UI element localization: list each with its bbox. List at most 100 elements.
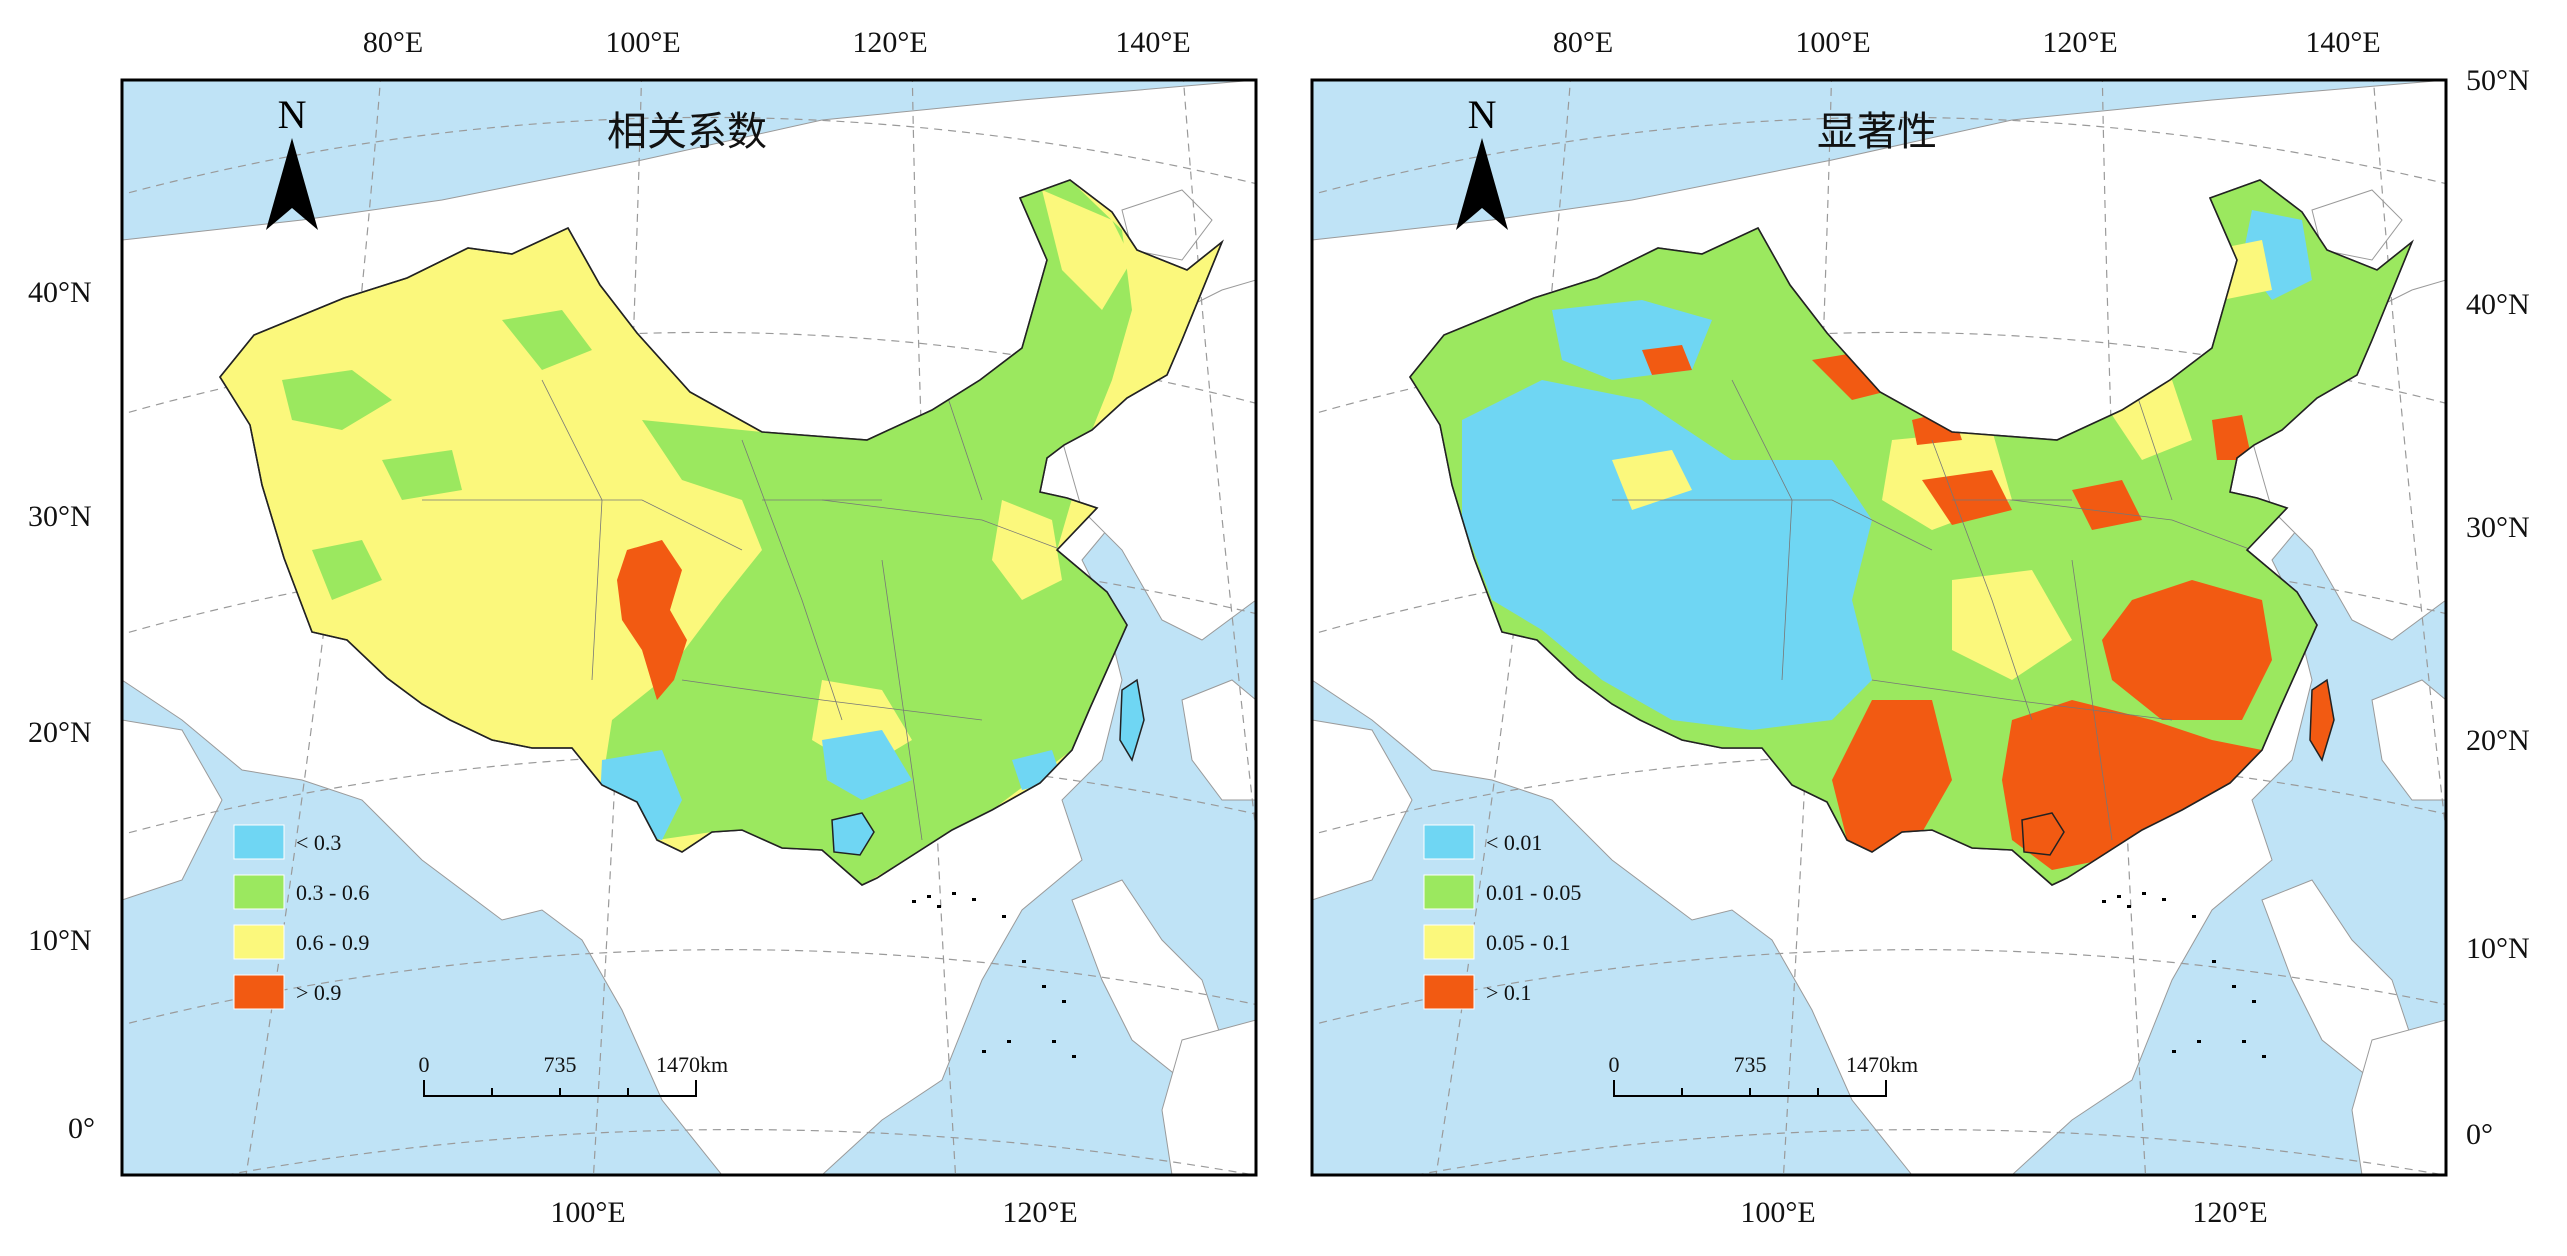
legend-swatch-class2 xyxy=(233,874,285,910)
zone-class4 xyxy=(2002,700,2262,870)
island-dot xyxy=(2252,1000,2256,1003)
province-line xyxy=(821,499,1063,551)
province-line xyxy=(1731,379,1793,681)
graticule-line xyxy=(1412,1128,2446,1175)
left-lat-ticks: 40°N 30°N 20°N 10°N 0° xyxy=(28,276,95,1145)
scale-bar: 0 735 1470 km xyxy=(1609,1052,1918,1097)
map-frame xyxy=(120,78,1258,1177)
legend-label: 0.6 - 0.9 xyxy=(296,930,369,955)
graticule-line xyxy=(2372,80,2446,837)
province-line xyxy=(741,439,843,721)
lon-tick: 80°E xyxy=(1553,26,1613,59)
taiwan-island xyxy=(1119,678,1145,762)
right-lat-ticks: 50°N 40°N 30°N 20°N 10°N 0° xyxy=(2466,64,2530,1151)
legend-label: 0.01 - 0.05 xyxy=(1486,880,1581,905)
island-dot xyxy=(937,905,941,908)
scale-label: 1470 xyxy=(656,1052,700,1077)
legend-swatch-class1 xyxy=(1423,824,1475,860)
island-dot xyxy=(1072,1055,1076,1058)
legend-label: < 0.3 xyxy=(296,830,341,855)
legend-swatch-class3 xyxy=(1423,924,1475,960)
map-frame xyxy=(1310,78,2448,1177)
lon-tick: 120°E xyxy=(852,26,927,59)
china-region xyxy=(219,179,1223,1058)
lon-tick: 100°E xyxy=(605,26,680,59)
island-dot xyxy=(982,1050,986,1053)
hainan-island xyxy=(2021,812,2065,856)
lon-tick: 80°E xyxy=(363,26,423,59)
neighbor-land xyxy=(2371,679,2446,801)
lat-tick: 30°N xyxy=(28,500,92,533)
left-bottom-lon-ticks: 100°E 120°E xyxy=(550,1196,1077,1229)
island-dot xyxy=(2117,895,2121,898)
lon-tick: 100°E xyxy=(550,1196,625,1229)
island-dot xyxy=(912,900,916,903)
island-dot xyxy=(952,892,956,895)
legend-swatch-class1 xyxy=(233,824,285,860)
province-boundaries xyxy=(1612,379,2253,841)
island-dot xyxy=(1042,985,1046,988)
south-sea-islands xyxy=(2102,892,2266,1058)
island-dot xyxy=(1022,960,1026,963)
lon-tick: 100°E xyxy=(1795,26,1870,59)
province-line xyxy=(422,499,743,551)
scale-bar: 0 735 1470 km xyxy=(419,1052,728,1097)
south-sea-islands xyxy=(912,892,1076,1058)
island-dot xyxy=(2142,892,2146,895)
lat-tick: 40°N xyxy=(2466,288,2530,321)
province-line xyxy=(681,679,983,721)
zone-class3 xyxy=(1952,570,2072,680)
panel-title: 相关系数 xyxy=(607,109,767,155)
province-line xyxy=(1871,679,2173,721)
zone-class4 xyxy=(1922,470,2012,525)
zone-class2 xyxy=(602,180,1132,885)
island-dot xyxy=(2197,1040,2201,1043)
province-line xyxy=(1931,439,2033,721)
scale-unit: km xyxy=(700,1052,728,1077)
right-map-panel: 显著性 N < 0.01 0.01 - 0.05 0.05 - 0.1 > 0.1 0 735… xyxy=(1310,78,2448,1177)
zone-class3 xyxy=(1042,190,1132,310)
island-dot xyxy=(927,895,931,898)
island-dot xyxy=(2232,985,2236,988)
neighbor-land xyxy=(2351,1019,2446,1175)
lat-tick: 0° xyxy=(2466,1118,2493,1151)
left-top-lon-ticks: 80°E 100°E 120°E 140°E xyxy=(363,26,1191,59)
zone-class1 xyxy=(1462,380,1872,730)
neighbor-land xyxy=(1181,679,1256,801)
hainan-island xyxy=(831,812,875,856)
lon-tick: 120°E xyxy=(2192,1196,2267,1229)
north-arrow: N xyxy=(266,92,318,230)
island-dot xyxy=(2242,1040,2246,1043)
taiwan-island xyxy=(2309,678,2335,762)
zone-class2 xyxy=(282,370,392,430)
north-arrow-right xyxy=(1482,138,1508,230)
island-dot xyxy=(2127,905,2131,908)
right-top-lon-ticks: 80°E 100°E 120°E 140°E xyxy=(1553,26,2381,59)
graticule-line xyxy=(222,1128,1256,1175)
zone-class4 xyxy=(1642,345,1692,375)
legend-swatch-class4 xyxy=(1423,974,1475,1010)
province-line xyxy=(2011,499,2253,551)
lat-tick: 0° xyxy=(68,1112,95,1145)
map-content xyxy=(122,80,1256,1175)
legend-swatch-class3 xyxy=(233,924,285,960)
zone-class3 xyxy=(992,500,1062,600)
zone-class1 xyxy=(822,730,912,800)
island-dot xyxy=(1002,915,1006,918)
legend-label: 0.05 - 0.1 xyxy=(1486,930,1570,955)
island-dot xyxy=(1052,1040,1056,1043)
lat-tick: 10°N xyxy=(28,924,92,957)
island-dot xyxy=(2212,960,2216,963)
legend-label: < 0.01 xyxy=(1486,830,1542,855)
lat-tick: 50°N xyxy=(2466,64,2530,97)
lat-tick: 10°N xyxy=(2466,932,2530,965)
north-arrow-left xyxy=(266,138,292,230)
island-dot xyxy=(2172,1050,2176,1053)
neighbor-land xyxy=(1312,719,1413,901)
neighbor-land xyxy=(1161,1019,1256,1175)
island-dot xyxy=(1062,1000,1066,1003)
graticule-line xyxy=(1312,116,2446,196)
zone-class2 xyxy=(382,450,462,500)
north-arrow-letter: N xyxy=(278,92,307,137)
